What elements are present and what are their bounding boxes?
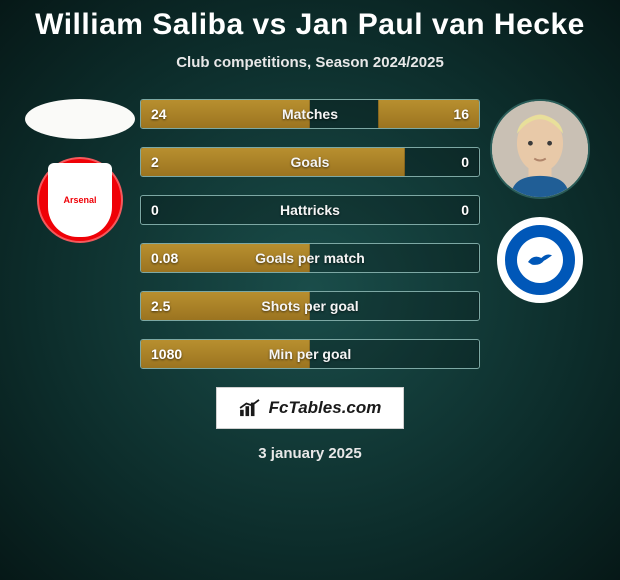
brighton-crest-icon [517, 237, 563, 283]
watermark-text: FcTables.com [269, 398, 382, 418]
left-column: Arsenal [20, 99, 140, 243]
stat-value-left: 2.5 [151, 292, 170, 320]
watermark[interactable]: FcTables.com [216, 387, 405, 429]
club-badge-right [497, 217, 583, 303]
face-placeholder-icon [492, 101, 588, 197]
stat-fill-right [478, 148, 479, 176]
stat-value-right: 16 [453, 100, 469, 128]
stat-value-left: 0.08 [151, 244, 178, 272]
stat-value-left: 24 [151, 100, 167, 128]
stat-label: Min per goal [269, 346, 351, 362]
stat-label: Shots per goal [261, 298, 358, 314]
right-column [480, 99, 600, 303]
stat-row: 24 Matches 16 [140, 99, 480, 129]
stat-row: 0 Hattricks 0 [140, 195, 480, 225]
stat-fill-right [478, 196, 479, 224]
page-title: William Saliba vs Jan Paul van Hecke [35, 8, 585, 42]
stat-fill-right [478, 292, 479, 320]
comparison-card: William Saliba vs Jan Paul van Hecke Clu… [0, 0, 620, 462]
stat-value-left: 1080 [151, 340, 182, 368]
stat-value-left: 0 [151, 196, 159, 224]
subtitle: Club competitions, Season 2024/2025 [176, 54, 444, 71]
stats-column: 24 Matches 16 2 Goals 0 0 Hattricks 0 0.08 Goals p… [140, 99, 480, 369]
stat-value-left: 2 [151, 148, 159, 176]
stat-value-right: 0 [461, 196, 469, 224]
stat-label: Hattricks [280, 202, 340, 218]
stat-fill-left [141, 148, 405, 176]
date-label: 3 january 2025 [258, 445, 361, 462]
player-left-photo [25, 99, 135, 139]
stat-row: 0.08 Goals per match [140, 243, 480, 273]
stat-label: Goals [291, 154, 330, 170]
stat-fill-left [141, 196, 142, 224]
stat-value-right: 0 [461, 148, 469, 176]
stat-row: 2.5 Shots per goal [140, 291, 480, 321]
stat-label: Goals per match [255, 250, 365, 266]
stat-label: Matches [282, 106, 338, 122]
stat-fill-right [478, 244, 479, 272]
main-area: Arsenal 24 Matches 16 2 Goals 0 0 Hattricks 0 0.0… [0, 99, 620, 369]
stat-row: 1080 Min per goal [140, 339, 480, 369]
chart-icon [239, 399, 261, 417]
seagull-icon [525, 250, 555, 270]
club-badge-left: Arsenal [37, 157, 123, 243]
player-right-photo [490, 99, 590, 199]
arsenal-crest-icon: Arsenal [48, 163, 112, 237]
stat-row: 2 Goals 0 [140, 147, 480, 177]
stat-fill-right [478, 340, 479, 368]
